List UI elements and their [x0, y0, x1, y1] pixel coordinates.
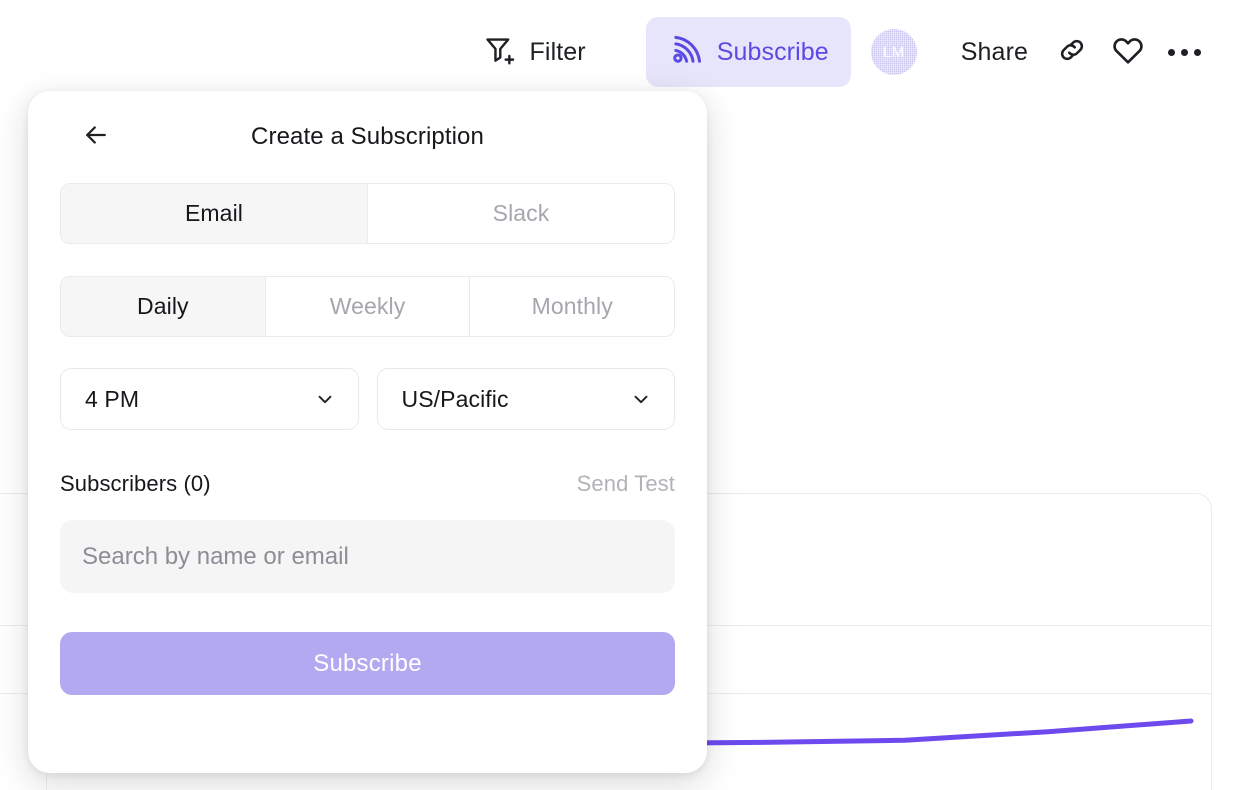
subscribe-button[interactable]: Subscribe [645, 17, 851, 87]
arrow-left-icon [81, 120, 111, 155]
ellipsis-horizontal-icon [1167, 48, 1201, 56]
tab-weekly-label: Weekly [329, 293, 406, 319]
share-label: Share [960, 37, 1028, 66]
more-options-button[interactable] [1156, 24, 1212, 80]
tab-email-label: Email [184, 200, 243, 226]
timezone-select[interactable]: US/Pacific [376, 368, 675, 430]
timezone-select-value: US/Pacific [401, 385, 509, 412]
filter-label: Filter [529, 37, 586, 66]
funnel-plus-icon [483, 33, 517, 72]
share-button[interactable]: Share [945, 20, 1044, 84]
modal-body: Email Slack Daily Weekly Monthly [28, 183, 707, 695]
schedule-row: 4 PM US/Pacific [60, 368, 675, 430]
send-test-button[interactable]: Send Test [576, 471, 675, 496]
tab-email[interactable]: Email [61, 184, 368, 243]
subscribers-header: Subscribers (0) Send Test [60, 471, 675, 497]
link-chain-icon [1055, 33, 1089, 72]
page-title: Create a Subscription [251, 123, 484, 150]
time-select[interactable]: 4 PM [60, 368, 359, 430]
heart-outline-icon [1110, 32, 1146, 73]
modal-header: Create a Subscription [28, 91, 707, 183]
subscribe-label: Subscribe [716, 37, 829, 66]
tab-daily[interactable]: Daily [61, 277, 266, 336]
tab-monthly[interactable]: Monthly [470, 277, 674, 336]
create-subscription-modal: Create a Subscription Email Slack Daily … [28, 91, 707, 773]
avatar[interactable]: LM [870, 29, 917, 75]
tab-slack[interactable]: Slack [368, 184, 674, 243]
tab-monthly-label: Monthly [531, 293, 613, 319]
filter-button[interactable]: Filter [467, 20, 602, 84]
subscribe-submit-button[interactable]: Subscribe [60, 632, 675, 695]
copy-link-button[interactable] [1044, 24, 1100, 80]
tab-weekly[interactable]: Weekly [265, 277, 471, 336]
subscribers-count-label: Subscribers (0) [60, 471, 211, 496]
frequency-segmented-control: Daily Weekly Monthly [60, 276, 675, 337]
rss-broadcast-icon [668, 32, 704, 73]
tab-slack-label: Slack [492, 200, 550, 226]
chevron-down-icon [314, 388, 336, 410]
tab-daily-label: Daily [137, 293, 189, 319]
chevron-down-icon [630, 388, 652, 410]
favorite-button[interactable] [1100, 24, 1156, 80]
back-button[interactable] [74, 115, 118, 159]
avatar-initials: LM [882, 43, 905, 61]
channel-segmented-control: Email Slack [60, 183, 675, 244]
time-select-value: 4 PM [85, 385, 140, 412]
top-toolbar: Filter Subscribe LM Share [0, 0, 1234, 104]
subscriber-search-box[interactable] [60, 520, 675, 593]
search-input[interactable] [82, 542, 653, 571]
